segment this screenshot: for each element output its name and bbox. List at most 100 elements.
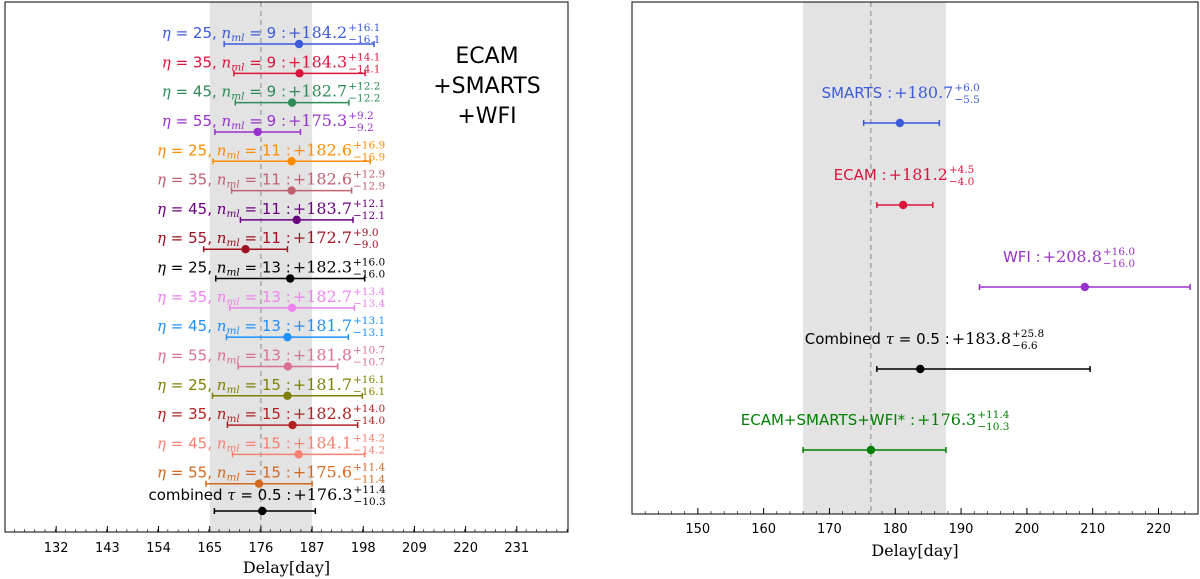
- left-point-value-err-minus: −12.2: [348, 93, 380, 105]
- left-point-value-err-minus: −14.1: [348, 63, 380, 75]
- left-marker: [292, 215, 301, 225]
- left-marker: [287, 303, 297, 313]
- right-marker: [866, 445, 876, 455]
- left-point-value: +182.7 +12.2−12.2: [288, 81, 380, 105]
- left-point-label: η = 25, nml = 9 :: [162, 24, 286, 44]
- left-point-value-err-plus: +9.0: [353, 227, 379, 239]
- left-point-label: η = 35, nml = 11 :: [157, 171, 291, 191]
- left-point-value: +182.3 +16.0−16.0: [293, 257, 385, 281]
- right-point-value-err-minus: −5.5: [954, 94, 980, 106]
- left-point-value-err-minus: −13.4: [353, 298, 385, 310]
- right-point: ECAM : +181.2 +4.5−4.0: [834, 164, 975, 210]
- right-point: WFI : +208.8 +16.0−16.0: [978, 246, 1191, 292]
- left-point-value-value: +182.6: [293, 140, 352, 159]
- right-point-label: Combined τ = 0.5 :: [805, 330, 950, 348]
- left-marker: [288, 420, 297, 430]
- left-point-value: +181.7 +16.1−16.1: [293, 374, 385, 398]
- left-dataset-label: +SMARTS: [433, 74, 541, 99]
- right-point-label: SMARTS :: [822, 84, 893, 102]
- left-combined-marker: [258, 506, 267, 516]
- left-chart: η = 25, nml = 9 : +184.2 +16.1−16.1η = 35…: [4, 1, 569, 577]
- left-point-value: +182.7 +13.4−13.4: [293, 286, 386, 310]
- left-x-tick-label: 165: [197, 541, 222, 556]
- right-point-label: ECAM+SMARTS+WFI* :: [741, 411, 915, 429]
- left-dataset-label: +WFI: [457, 104, 516, 129]
- left-x-tick-label: 154: [146, 541, 171, 556]
- left-point-value: +184.3 +14.1−14.1: [288, 51, 380, 75]
- left-marker: [294, 39, 304, 49]
- left-point-value-err-minus: −9.0: [353, 239, 379, 251]
- left-point-label: η = 55, nml = 15 :: [157, 464, 291, 484]
- left-point-value-err-minus: −16.1: [348, 34, 380, 46]
- left-point-value-value: +182.6: [293, 170, 352, 189]
- left-point-value: +181.8 +10.7−10.7: [293, 344, 385, 368]
- left-point-value-err-plus: +13.1: [353, 315, 385, 327]
- left-marker: [254, 479, 264, 488]
- right-point-value-err-plus: +25.8: [1012, 328, 1044, 340]
- left-point-value-err-plus: +14.1: [348, 51, 380, 63]
- left-point-value-err-plus: +12.2: [348, 81, 380, 93]
- left-point-value-err-plus: +16.1: [353, 374, 385, 386]
- left-x-tick-label: 143: [95, 541, 120, 556]
- left-point: η = 35, nml = 11 : +182.6 +12.9−12.9: [157, 169, 385, 195]
- right-x-tick-label: 190: [949, 522, 974, 537]
- right-point-value: +183.8 +25.8−6.6: [952, 328, 1044, 352]
- left-point-value-err-plus: +12.9: [353, 169, 385, 181]
- left-point-label: η = 35, nml = 13 :: [157, 288, 291, 308]
- left-marker: [287, 186, 296, 195]
- right-point-value: +181.2 +4.5−4.0: [889, 164, 975, 188]
- right-point: SMARTS : +180.7 +6.0−5.5: [822, 82, 980, 128]
- left-point-label: η = 25, nml = 15 :: [157, 376, 291, 396]
- left-combined: combined τ = 0.5 : +176.3 +11.4−10.3: [148, 484, 386, 516]
- left-point: η = 45, nml = 13 : +181.7 +13.1−13.1: [157, 315, 385, 342]
- left-point-value-err-plus: +13.4: [353, 286, 385, 298]
- left-point: η = 55, nml = 15 : +175.6 +11.4−11.4: [157, 462, 385, 488]
- left-x-tick-label: 198: [351, 541, 376, 556]
- right-point-label: ECAM :: [834, 166, 887, 184]
- right-point-value-value: +180.7: [894, 83, 953, 102]
- right-point-value-err-minus: −16.0: [1103, 258, 1135, 270]
- right-chart: SMARTS : +180.7 +6.0−5.5 ECAM : +181.2 +4.5…: [631, 1, 1199, 560]
- left-point-value-value: +184.1: [293, 433, 352, 452]
- left-plot-frame: [4, 1, 569, 533]
- left-point-value-err-plus: +14.0: [353, 403, 385, 415]
- right-point-value-value: +181.2: [889, 165, 948, 184]
- left-point: η = 25, nml = 15 : +181.7 +16.1−16.1: [157, 374, 385, 400]
- left-point: η = 55, nml = 11 : +172.7 +9.0−9.0: [157, 227, 379, 254]
- left-point-value-err-minus: −12.1: [353, 210, 385, 222]
- left-marker: [286, 274, 295, 283]
- left-marker: [283, 332, 292, 342]
- left-point-value-err-minus: −9.2: [348, 122, 374, 134]
- right-marker: [895, 118, 905, 128]
- left-point: η = 25, nml = 9 : +184.2 +16.1−16.1: [162, 22, 380, 49]
- left-point-value-value: +182.3: [293, 258, 352, 277]
- right-point-value-err-minus: −4.0: [949, 176, 975, 188]
- left-marker: [287, 98, 297, 107]
- left-combined-value-value: +176.3: [293, 485, 352, 504]
- left-marker: [295, 69, 304, 78]
- left-point-value-value: +182.8: [293, 404, 352, 423]
- right-marker: [898, 200, 908, 210]
- left-combined-value-err-plus: +11.4: [354, 484, 386, 496]
- left-point-value: +175.3 +9.2−9.2: [288, 110, 374, 134]
- left-x-tick-label: 176: [248, 541, 273, 556]
- left-point-value-err-plus: +16.9: [353, 139, 385, 151]
- left-point: η = 35, nml = 9 : +184.3 +14.1−14.1: [162, 51, 380, 78]
- right-x-tick-label: 220: [1146, 522, 1171, 537]
- left-marker: [283, 362, 293, 371]
- left-combined-value-err-minus: −10.3: [354, 496, 386, 508]
- left-x-tick-label: 209: [402, 541, 427, 556]
- right-point-value-err-plus: +11.4: [977, 409, 1009, 421]
- left-point-value-err-minus: −16.1: [353, 386, 385, 398]
- right-point-value-value: +208.8: [1043, 247, 1102, 266]
- left-combined-label: combined τ = 0.5 :: [148, 486, 291, 504]
- left-x-axis-label: Delay[day]: [243, 558, 330, 577]
- left-point-value-err-minus: −13.1: [353, 327, 385, 339]
- left-point-value-err-minus: −14.0: [353, 415, 385, 427]
- left-point-value: +183.7 +12.1−12.1: [293, 198, 385, 222]
- left-point-value-err-plus: +11.4: [353, 462, 385, 474]
- right-x-tick-label: 150: [685, 522, 710, 537]
- left-point-label: η = 55, nml = 11 :: [157, 229, 291, 249]
- left-point-value: +182.6 +16.9−16.9: [293, 139, 385, 163]
